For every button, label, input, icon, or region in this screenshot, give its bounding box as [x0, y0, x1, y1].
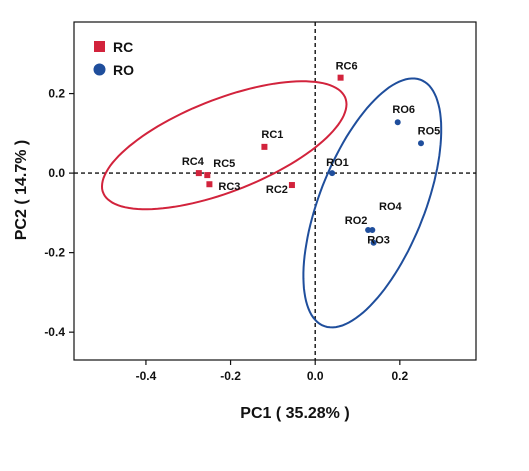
- legend-marker-ro: [93, 63, 106, 76]
- rc-point-rc5: [204, 172, 211, 179]
- rc-point-rc1: [261, 143, 268, 150]
- plot-area: -0.4 -0.2 0.0 0.2 0.2 0.0 -0.2 -0.4 RC1 RC2 RC3 RC4…: [44, 21, 477, 383]
- x-tick-label: 0.2: [391, 369, 408, 383]
- rc-point-rc6: [337, 74, 344, 81]
- ro-confidence-ellipse: [302, 77, 443, 329]
- point-label-ro2: RO2: [345, 215, 368, 227]
- point-label-rc6: RC6: [336, 61, 358, 73]
- ro-point-ro5: [417, 140, 424, 147]
- x-tick-label: -0.2: [220, 369, 241, 383]
- x-tick-label: 0.0: [307, 369, 324, 383]
- point-label-rc2: RC2: [266, 184, 288, 196]
- point-label-rc3: RC3: [218, 181, 240, 193]
- point-label-rc4: RC4: [182, 156, 205, 168]
- y-tick-label: 0.2: [48, 87, 65, 101]
- ro-point-ro2: [365, 226, 372, 233]
- point-label-rc1: RC1: [261, 129, 283, 141]
- y-tick-label: 0.0: [48, 166, 65, 180]
- y-tick-label: -0.4: [44, 325, 65, 339]
- ro-point-ro6: [394, 119, 401, 126]
- legend-label-ro: RO: [113, 62, 134, 78]
- rc-point-rc4: [195, 170, 202, 177]
- point-label-ro4: RO4: [379, 201, 403, 213]
- point-label-rc5: RC5: [213, 158, 235, 170]
- point-label-ro6: RO6: [392, 104, 415, 116]
- legend-marker-rc: [94, 41, 105, 52]
- legend: RC RO: [93, 39, 134, 78]
- ro-point-ro3: [370, 239, 377, 246]
- ro-point-ro1: [329, 170, 336, 177]
- rc-point-rc3: [206, 181, 213, 188]
- legend-label-rc: RC: [113, 39, 133, 55]
- point-label-ro3: RO3: [367, 235, 390, 247]
- point-label-ro5: RO5: [418, 125, 441, 137]
- rc-point-rc2: [288, 182, 295, 189]
- ro-point-ro4: [369, 226, 376, 233]
- x-axis-title: PC1 ( 35.28% ): [240, 405, 349, 422]
- y-axis-title: PC2 ( 14.7% ): [13, 140, 30, 240]
- y-tick-label: -0.2: [44, 246, 65, 260]
- plot-frame: [73, 21, 477, 361]
- x-tick-label: -0.4: [136, 369, 157, 383]
- rc-confidence-ellipse: [100, 80, 348, 211]
- point-label-ro1: RO1: [326, 157, 349, 169]
